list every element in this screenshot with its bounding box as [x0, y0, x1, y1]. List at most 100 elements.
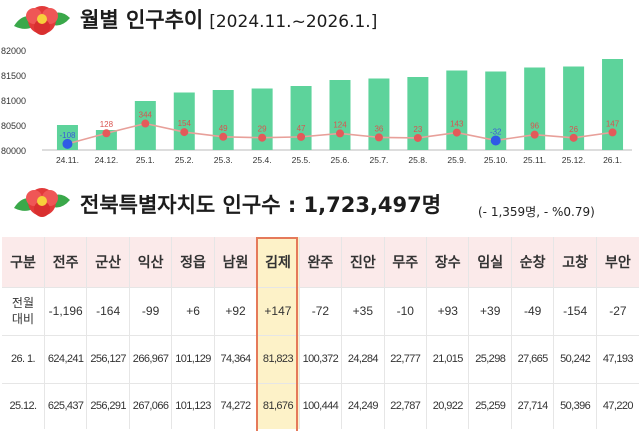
x-tick-label: 25.1.: [136, 155, 155, 165]
camellia-flower-icon: [14, 6, 70, 35]
column-header-highlight: 김제: [256, 237, 300, 287]
table-cell: -10: [384, 286, 428, 335]
x-tick-label: 25.10.: [484, 155, 508, 165]
x-tick-label: 24.11.: [56, 155, 79, 165]
table-cell: +6: [171, 286, 215, 335]
total-population-title: 전북특별자치도 인구수 : 1,723,497명: [80, 193, 442, 217]
change-data-label: 29: [258, 125, 267, 134]
table-cell: +39: [468, 286, 512, 335]
table-cell: +35: [341, 286, 385, 335]
x-tick-label: 24.12.: [95, 155, 119, 165]
change-data-label: 36: [374, 124, 383, 133]
table-row-2026-01: 26. 1. 624,241 256,127 266,967 101,129 7…: [2, 334, 639, 383]
change-point: [219, 132, 228, 141]
table-cell: 22,777: [384, 334, 428, 383]
column-header: 완주: [299, 237, 343, 287]
table-cell: -164: [86, 286, 130, 335]
column-header: 정읍: [171, 237, 215, 287]
table-cell: +92: [214, 286, 258, 335]
column-header: 전주: [44, 237, 88, 287]
chart-bar: [56, 125, 78, 150]
x-tick-label: 25.5.: [292, 155, 311, 165]
chart-bar: [485, 71, 507, 150]
chart-bar: [329, 80, 351, 150]
change-point: [374, 133, 383, 142]
column-header: 진안: [341, 237, 385, 287]
chart-bar: [173, 92, 195, 150]
column-header: 임실: [468, 237, 512, 287]
table-cell: -154: [553, 286, 597, 335]
change-point: [141, 119, 150, 128]
y-tick-label: 81000: [1, 96, 26, 106]
chart-bar: [368, 78, 390, 150]
change-data-label: 26: [569, 125, 578, 134]
column-header: 순창: [511, 237, 555, 287]
table-cell: 27,714: [511, 382, 555, 429]
table-cell: 267,066: [129, 382, 173, 429]
change-point: [413, 133, 422, 142]
table-cell: 50,242: [553, 334, 597, 383]
table-cell-highlight: 81,823: [256, 334, 300, 383]
chart-bar: [251, 88, 273, 150]
table-cell: -27: [596, 286, 639, 335]
table-cell: 47,220: [596, 382, 639, 429]
x-tick-label: 25.8.: [408, 155, 427, 165]
chart-bar: [563, 66, 585, 150]
column-header: 무주: [384, 237, 428, 287]
population-chart: 80000 80500 81000 81500 82000 -108 128 344 154 49…: [1, 46, 632, 165]
table-cell: 100,444: [299, 382, 343, 429]
change-data-label: 47: [297, 124, 306, 133]
table-cell: -49: [511, 286, 555, 335]
change-data-label: 344: [139, 111, 153, 120]
change-data-label: 49: [219, 124, 228, 133]
chart-bar: [212, 90, 234, 150]
x-tick-label: 25.4.: [253, 155, 272, 165]
chart-bar: [446, 70, 468, 150]
table-cell: -72: [299, 286, 343, 335]
chart-bar: [524, 67, 546, 150]
change-point: [608, 128, 617, 137]
table-cell: 624,241: [44, 334, 88, 383]
chart-bar: [290, 86, 312, 150]
table-cell: 20,922: [426, 382, 470, 429]
change-data-label: 147: [606, 119, 620, 128]
x-tick-label: 25.12.: [562, 155, 586, 165]
change-data-label: -108: [59, 131, 76, 140]
table-cell: 100,372: [299, 334, 343, 383]
table-header-row: 구분 전주 군산 익산 정읍 남원 김제 완주 진안 무주 장수 임실 순창 고…: [2, 237, 639, 287]
x-tick-label: 25.9.: [447, 155, 466, 165]
table-cell: 266,967: [129, 334, 173, 383]
change-data-label: 124: [333, 120, 347, 129]
table-cell: 625,437: [44, 382, 88, 429]
period-label: [2024.11.~2026.1.]: [209, 12, 378, 32]
population-table: 구분 전주 군산 익산 정읍 남원 김제 완주 진안 무주 장수 임실 순창 고…: [2, 237, 639, 429]
x-tick-label: 25.11.: [523, 155, 546, 165]
change-point: [569, 133, 578, 142]
table-cell: 24,249: [341, 382, 385, 429]
column-header: 부안: [596, 237, 639, 287]
x-tick-label: 25.2.: [175, 155, 194, 165]
change-data-label: 23: [413, 125, 422, 134]
y-tick-label: 80000: [1, 146, 26, 156]
row-label: 26. 1.: [2, 334, 45, 383]
change-point: [102, 129, 111, 138]
row-label: 25.12.: [2, 382, 45, 429]
table-cell: 101,129: [171, 334, 215, 383]
table-cell: -1,196: [44, 286, 88, 335]
column-header: 고창: [553, 237, 597, 287]
change-point: [180, 128, 189, 137]
chart-bar: [407, 77, 429, 150]
table-cell: 21,015: [426, 334, 470, 383]
total-change-label: (- 1,359명, - %0.79): [478, 205, 595, 219]
change-point: [258, 133, 267, 142]
table-cell: 74,364: [214, 334, 258, 383]
table-row-change: 전월 대비 -1,196 -164 -99 +6 +92 +147 -72 +35…: [2, 286, 639, 335]
change-point: [530, 130, 539, 139]
chart-bar: [602, 59, 624, 150]
table-cell-highlight: 81,676: [256, 382, 300, 429]
table-cell: 74,272: [214, 382, 258, 429]
table-row-2025-12: 25.12. 625,437 256,291 267,066 101,123 7…: [2, 382, 639, 429]
change-point: [297, 132, 306, 141]
table-cell-highlight: +147: [256, 286, 300, 335]
table-cell: +93: [426, 286, 470, 335]
